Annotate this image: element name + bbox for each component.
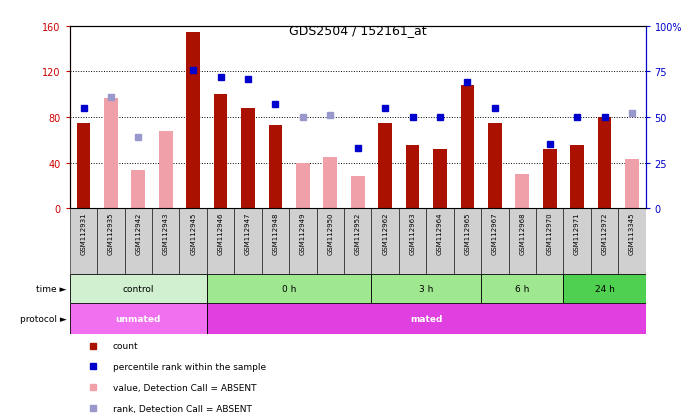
Bar	[186, 33, 200, 209]
Text: GSM112965: GSM112965	[464, 212, 470, 254]
Bar	[515, 174, 529, 209]
Bar	[454, 209, 481, 275]
Bar	[378, 123, 392, 209]
Text: 0 h: 0 h	[282, 285, 297, 294]
Bar	[426, 209, 454, 275]
Bar	[214, 95, 228, 209]
Bar	[344, 209, 371, 275]
Text: value, Detection Call = ABSENT: value, Detection Call = ABSENT	[113, 383, 256, 392]
Bar	[235, 209, 262, 275]
Bar	[351, 177, 364, 209]
Text: GSM112972: GSM112972	[602, 212, 607, 254]
Bar	[70, 275, 207, 304]
Bar	[563, 275, 646, 304]
Text: GSM112949: GSM112949	[300, 212, 306, 254]
Text: GSM112970: GSM112970	[547, 212, 553, 254]
Bar	[159, 131, 172, 209]
Bar	[262, 209, 289, 275]
Text: 6 h: 6 h	[515, 285, 530, 294]
Text: mated: mated	[410, 315, 443, 323]
Bar	[269, 126, 282, 209]
Bar	[323, 157, 337, 209]
Text: rank, Detection Call = ABSENT: rank, Detection Call = ABSENT	[113, 404, 252, 413]
Text: GSM112943: GSM112943	[163, 212, 169, 254]
Bar	[570, 146, 584, 209]
Bar	[70, 209, 97, 275]
Text: GSM112931: GSM112931	[80, 212, 87, 254]
Text: GSM112950: GSM112950	[327, 212, 334, 254]
Bar	[179, 209, 207, 275]
Bar	[591, 209, 618, 275]
Text: GSM112935: GSM112935	[108, 212, 114, 254]
Bar	[536, 209, 563, 275]
Bar	[77, 123, 90, 209]
Text: 24 h: 24 h	[595, 285, 614, 294]
Text: GSM112946: GSM112946	[218, 212, 223, 254]
Text: GSM112942: GSM112942	[135, 212, 142, 254]
Bar	[509, 209, 536, 275]
Text: GSM112962: GSM112962	[382, 212, 388, 254]
Bar	[152, 209, 179, 275]
Bar	[625, 160, 639, 209]
Text: GSM113345: GSM113345	[629, 212, 635, 254]
Bar	[543, 150, 556, 209]
Text: GSM112952: GSM112952	[355, 212, 361, 254]
Text: GSM112964: GSM112964	[437, 212, 443, 254]
Text: count: count	[113, 341, 139, 350]
Bar	[563, 209, 591, 275]
Bar	[481, 209, 509, 275]
Bar	[481, 275, 563, 304]
Text: protocol ►: protocol ►	[20, 315, 66, 323]
Bar	[317, 209, 344, 275]
Bar	[242, 109, 255, 209]
Bar	[207, 275, 371, 304]
Text: GSM112968: GSM112968	[519, 212, 526, 254]
Bar	[371, 275, 481, 304]
Text: GSM112967: GSM112967	[492, 212, 498, 254]
Text: GDS2504 / 152161_at: GDS2504 / 152161_at	[289, 24, 426, 37]
Text: GSM112948: GSM112948	[272, 212, 279, 254]
Bar	[618, 209, 646, 275]
Text: control: control	[123, 285, 154, 294]
Text: percentile rank within the sample: percentile rank within the sample	[113, 362, 266, 371]
Bar	[207, 304, 646, 335]
Bar	[131, 171, 145, 209]
Bar	[97, 209, 125, 275]
Text: GSM112963: GSM112963	[410, 212, 415, 254]
Bar	[70, 304, 207, 335]
Bar	[433, 150, 447, 209]
Text: GSM112945: GSM112945	[190, 212, 196, 254]
Bar	[296, 163, 310, 209]
Bar	[371, 209, 399, 275]
Bar	[207, 209, 235, 275]
Text: 3 h: 3 h	[419, 285, 433, 294]
Text: unmated: unmated	[116, 315, 161, 323]
Bar	[461, 86, 474, 209]
Bar	[289, 209, 317, 275]
Bar	[488, 123, 502, 209]
Bar	[597, 118, 611, 209]
Text: time ►: time ►	[36, 285, 66, 294]
Bar	[406, 146, 419, 209]
Bar	[125, 209, 152, 275]
Text: GSM112947: GSM112947	[245, 212, 251, 254]
Bar	[104, 98, 118, 209]
Text: GSM112971: GSM112971	[574, 212, 580, 254]
Bar	[399, 209, 426, 275]
